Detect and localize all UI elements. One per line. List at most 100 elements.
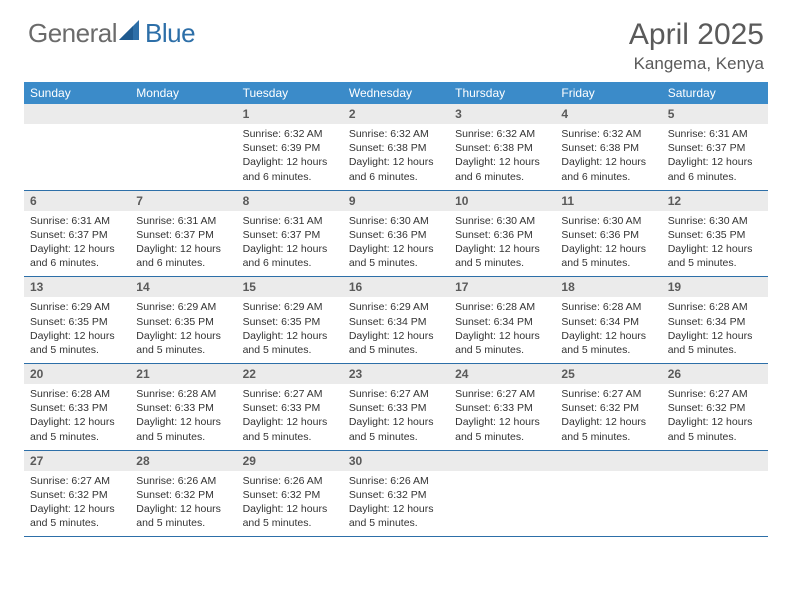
day-body: Sunrise: 6:28 AMSunset: 6:33 PMDaylight:…: [24, 384, 130, 450]
sunrise-line: Sunrise: 6:29 AM: [30, 300, 124, 314]
sunset-line: Sunset: 6:37 PM: [243, 228, 337, 242]
sunset-line: Sunset: 6:34 PM: [349, 315, 443, 329]
day-number: 6: [24, 191, 130, 211]
day-cell: 23Sunrise: 6:27 AMSunset: 6:33 PMDayligh…: [343, 364, 449, 451]
day-cell: 20Sunrise: 6:28 AMSunset: 6:33 PMDayligh…: [24, 364, 130, 451]
day-body: Sunrise: 6:28 AMSunset: 6:33 PMDaylight:…: [130, 384, 236, 450]
daylight-line: Daylight: 12 hours and 6 minutes.: [30, 242, 124, 270]
weekday-header: Tuesday: [237, 82, 343, 104]
daylight-line: Daylight: 12 hours and 5 minutes.: [243, 329, 337, 357]
sunrise-line: Sunrise: 6:28 AM: [136, 387, 230, 401]
day-body: Sunrise: 6:26 AMSunset: 6:32 PMDaylight:…: [343, 471, 449, 537]
day-body: Sunrise: 6:31 AMSunset: 6:37 PMDaylight:…: [662, 124, 768, 190]
sunset-line: Sunset: 6:34 PM: [561, 315, 655, 329]
day-body: Sunrise: 6:31 AMSunset: 6:37 PMDaylight:…: [130, 211, 236, 277]
sunrise-line: Sunrise: 6:26 AM: [243, 474, 337, 488]
daylight-line: Daylight: 12 hours and 5 minutes.: [30, 502, 124, 530]
sunset-line: Sunset: 6:37 PM: [136, 228, 230, 242]
daylight-line: Daylight: 12 hours and 5 minutes.: [668, 242, 762, 270]
day-body: Sunrise: 6:30 AMSunset: 6:36 PMDaylight:…: [555, 211, 661, 277]
day-body: [662, 471, 768, 531]
day-number: 16: [343, 277, 449, 297]
calendar-table: SundayMondayTuesdayWednesdayThursdayFrid…: [24, 82, 768, 537]
weekday-header: Saturday: [662, 82, 768, 104]
day-number: 26: [662, 364, 768, 384]
sunrise-line: Sunrise: 6:30 AM: [561, 214, 655, 228]
weekday-header: Thursday: [449, 82, 555, 104]
daylight-line: Daylight: 12 hours and 5 minutes.: [349, 242, 443, 270]
sunset-line: Sunset: 6:39 PM: [243, 141, 337, 155]
empty-cell: [449, 450, 555, 537]
sunset-line: Sunset: 6:32 PM: [243, 488, 337, 502]
day-number: 27: [24, 451, 130, 471]
daylight-line: Daylight: 12 hours and 5 minutes.: [349, 415, 443, 443]
day-cell: 12Sunrise: 6:30 AMSunset: 6:35 PMDayligh…: [662, 190, 768, 277]
day-number: 12: [662, 191, 768, 211]
sunrise-line: Sunrise: 6:27 AM: [243, 387, 337, 401]
daylight-line: Daylight: 12 hours and 6 minutes.: [243, 242, 337, 270]
sunrise-line: Sunrise: 6:27 AM: [561, 387, 655, 401]
day-number: [449, 451, 555, 471]
day-number: 14: [130, 277, 236, 297]
sunset-line: Sunset: 6:34 PM: [668, 315, 762, 329]
sunrise-line: Sunrise: 6:32 AM: [349, 127, 443, 141]
empty-cell: [555, 450, 661, 537]
day-cell: 21Sunrise: 6:28 AMSunset: 6:33 PMDayligh…: [130, 364, 236, 451]
daylight-line: Daylight: 12 hours and 6 minutes.: [561, 155, 655, 183]
sunset-line: Sunset: 6:33 PM: [455, 401, 549, 415]
sunrise-line: Sunrise: 6:32 AM: [243, 127, 337, 141]
day-number: 18: [555, 277, 661, 297]
calendar-body: 1Sunrise: 6:32 AMSunset: 6:39 PMDaylight…: [24, 104, 768, 537]
daylight-line: Daylight: 12 hours and 5 minutes.: [455, 415, 549, 443]
sunrise-line: Sunrise: 6:32 AM: [561, 127, 655, 141]
sunset-line: Sunset: 6:38 PM: [561, 141, 655, 155]
sunset-line: Sunset: 6:37 PM: [30, 228, 124, 242]
daylight-line: Daylight: 12 hours and 5 minutes.: [349, 502, 443, 530]
day-number: 29: [237, 451, 343, 471]
daylight-line: Daylight: 12 hours and 5 minutes.: [136, 415, 230, 443]
day-number: 3: [449, 104, 555, 124]
weekday-header: Monday: [130, 82, 236, 104]
day-body: Sunrise: 6:28 AMSunset: 6:34 PMDaylight:…: [449, 297, 555, 363]
sunrise-line: Sunrise: 6:31 AM: [243, 214, 337, 228]
day-body: Sunrise: 6:32 AMSunset: 6:38 PMDaylight:…: [343, 124, 449, 190]
day-number: 24: [449, 364, 555, 384]
day-body: Sunrise: 6:32 AMSunset: 6:38 PMDaylight:…: [555, 124, 661, 190]
day-body: Sunrise: 6:27 AMSunset: 6:32 PMDaylight:…: [555, 384, 661, 450]
day-number: 15: [237, 277, 343, 297]
day-number: 23: [343, 364, 449, 384]
weekday-header: Friday: [555, 82, 661, 104]
logo-sail-icon: [119, 20, 143, 47]
day-number: 30: [343, 451, 449, 471]
daylight-line: Daylight: 12 hours and 5 minutes.: [136, 329, 230, 357]
sunrise-line: Sunrise: 6:27 AM: [668, 387, 762, 401]
day-number: 19: [662, 277, 768, 297]
sunrise-line: Sunrise: 6:27 AM: [30, 474, 124, 488]
day-body: Sunrise: 6:29 AMSunset: 6:35 PMDaylight:…: [237, 297, 343, 363]
daylight-line: Daylight: 12 hours and 5 minutes.: [243, 502, 337, 530]
day-cell: 5Sunrise: 6:31 AMSunset: 6:37 PMDaylight…: [662, 104, 768, 190]
day-body: Sunrise: 6:30 AMSunset: 6:36 PMDaylight:…: [449, 211, 555, 277]
day-body: Sunrise: 6:27 AMSunset: 6:33 PMDaylight:…: [237, 384, 343, 450]
sunset-line: Sunset: 6:37 PM: [668, 141, 762, 155]
sunset-line: Sunset: 6:33 PM: [30, 401, 124, 415]
day-cell: 22Sunrise: 6:27 AMSunset: 6:33 PMDayligh…: [237, 364, 343, 451]
sunrise-line: Sunrise: 6:27 AM: [455, 387, 549, 401]
day-cell: 27Sunrise: 6:27 AMSunset: 6:32 PMDayligh…: [24, 450, 130, 537]
sunset-line: Sunset: 6:34 PM: [455, 315, 549, 329]
day-cell: 9Sunrise: 6:30 AMSunset: 6:36 PMDaylight…: [343, 190, 449, 277]
day-cell: 11Sunrise: 6:30 AMSunset: 6:36 PMDayligh…: [555, 190, 661, 277]
weekday-header-row: SundayMondayTuesdayWednesdayThursdayFrid…: [24, 82, 768, 104]
day-number: 13: [24, 277, 130, 297]
day-body: Sunrise: 6:31 AMSunset: 6:37 PMDaylight:…: [24, 211, 130, 277]
sunrise-line: Sunrise: 6:29 AM: [243, 300, 337, 314]
day-body: Sunrise: 6:32 AMSunset: 6:38 PMDaylight:…: [449, 124, 555, 190]
day-number: 20: [24, 364, 130, 384]
sunset-line: Sunset: 6:32 PM: [561, 401, 655, 415]
daylight-line: Daylight: 12 hours and 5 minutes.: [243, 415, 337, 443]
day-number: 9: [343, 191, 449, 211]
empty-cell: [662, 450, 768, 537]
sunrise-line: Sunrise: 6:28 AM: [30, 387, 124, 401]
day-body: Sunrise: 6:29 AMSunset: 6:35 PMDaylight:…: [130, 297, 236, 363]
day-cell: 29 Sunrise: 6:26 AMSunset: 6:32 PMDayligh…: [237, 450, 343, 537]
